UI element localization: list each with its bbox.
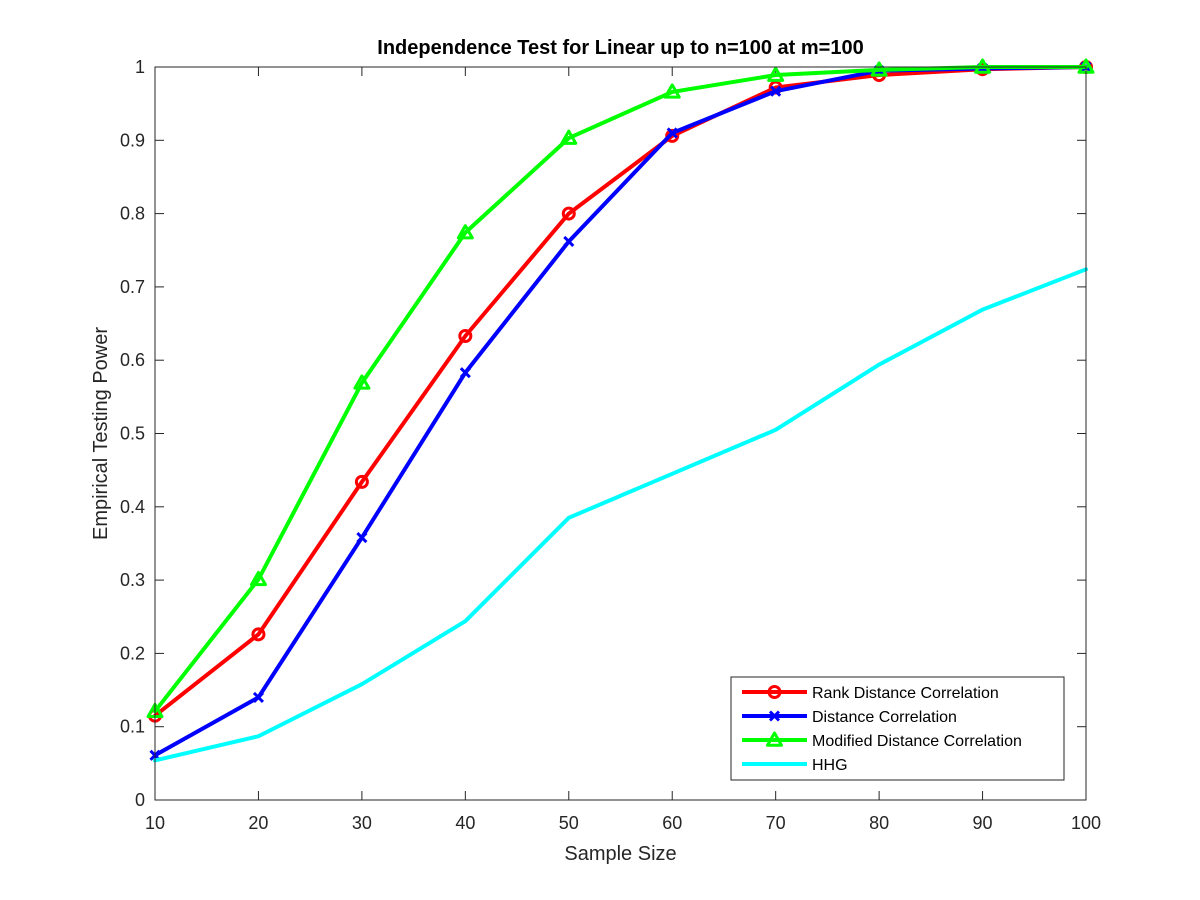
y-tick-label: 0.8	[120, 204, 145, 224]
triangle-marker	[974, 58, 992, 74]
x-tick-label: 70	[766, 813, 786, 833]
y-tick-label: 0.2	[120, 643, 145, 663]
x-tick-label: 80	[869, 813, 889, 833]
x-marker	[563, 235, 575, 248]
series-hhg	[153, 267, 1088, 763]
circle-marker	[561, 206, 576, 221]
x-tick-label: 50	[559, 813, 579, 833]
y-tick-label: 0.4	[120, 497, 145, 517]
data-point	[251, 627, 266, 642]
series-modified-distance-correlation	[146, 58, 1095, 719]
data-point	[459, 367, 471, 379]
triangle-marker	[767, 66, 785, 82]
data-point	[353, 374, 371, 390]
data-point	[563, 235, 575, 248]
series-line	[153, 65, 1088, 714]
y-tick-label: 0.3	[120, 570, 145, 590]
legend-entry: HHG	[742, 757, 848, 774]
y-tick-label: 0.1	[120, 717, 145, 737]
legend-label: Rank Distance Correlation	[812, 685, 999, 702]
legend-entry: Rank Distance Correlation	[742, 685, 999, 702]
legend-entry: Modified Distance Correlation	[742, 731, 1022, 750]
legend-label: HHG	[812, 757, 848, 774]
legend-entry: Distance Correlation	[742, 709, 957, 726]
series-line	[153, 267, 1088, 763]
data-point	[663, 83, 681, 99]
x-tick-label: 10	[145, 813, 165, 833]
chart-title: Independence Test for Linear up to n=100…	[377, 37, 863, 59]
data-point	[770, 85, 782, 97]
axis-ticks: 10 20 30 40 50 60 70 80 90 100 0 0.1 0.2 0.3 0.4 0.5 0.6…	[120, 57, 1101, 833]
data-point	[870, 61, 888, 77]
legend: Rank Distance Correlation Distance Correl…	[730, 676, 1065, 781]
x-marker	[666, 127, 678, 139]
series-line	[153, 65, 1088, 718]
x-marker	[459, 367, 471, 379]
x-tick-label: 30	[352, 813, 372, 833]
data-point	[767, 66, 785, 82]
circle-marker	[458, 329, 473, 344]
triangle-marker	[766, 731, 783, 747]
data-point	[666, 127, 678, 139]
data-point	[561, 206, 576, 221]
series-group	[146, 58, 1095, 763]
y-tick-label: 0.6	[120, 350, 145, 370]
circle-marker	[767, 685, 782, 699]
data-point	[252, 691, 265, 703]
x-tick-label: 40	[455, 813, 475, 833]
y-tick-label: 1	[135, 57, 145, 77]
plot-frame	[154, 66, 1087, 801]
legend-label: Modified Distance Correlation	[812, 733, 1022, 750]
x-marker	[768, 710, 781, 722]
y-tick-label: 0	[135, 790, 145, 810]
data-point	[456, 224, 474, 240]
triangle-marker	[560, 129, 578, 145]
triangle-marker	[249, 570, 267, 587]
x-tick-label: 60	[662, 813, 682, 833]
data-point	[249, 570, 267, 587]
circle-marker	[354, 474, 369, 489]
x-marker	[252, 691, 265, 703]
y-tick-label: 0.5	[120, 424, 145, 444]
triangle-marker	[456, 224, 474, 240]
triangle-marker	[663, 83, 681, 99]
y-axis-label: Empirical Testing Power	[90, 327, 112, 540]
x-tick-label: 100	[1071, 813, 1101, 833]
triangle-marker	[870, 61, 888, 77]
x-marker	[770, 85, 782, 97]
data-point	[458, 329, 473, 344]
data-point	[974, 58, 992, 74]
triangle-marker	[353, 374, 371, 390]
y-tick-label: 0.7	[120, 277, 145, 297]
legend-label: Distance Correlation	[812, 709, 957, 726]
data-point	[356, 532, 368, 544]
x-axis-label: Sample Size	[564, 843, 676, 865]
data-point	[354, 474, 369, 489]
y-tick-label: 0.9	[120, 130, 145, 150]
circle-marker	[251, 627, 266, 642]
x-tick-label: 20	[248, 813, 268, 833]
data-point	[560, 129, 578, 145]
x-tick-label: 90	[973, 813, 993, 833]
x-marker	[356, 532, 368, 544]
